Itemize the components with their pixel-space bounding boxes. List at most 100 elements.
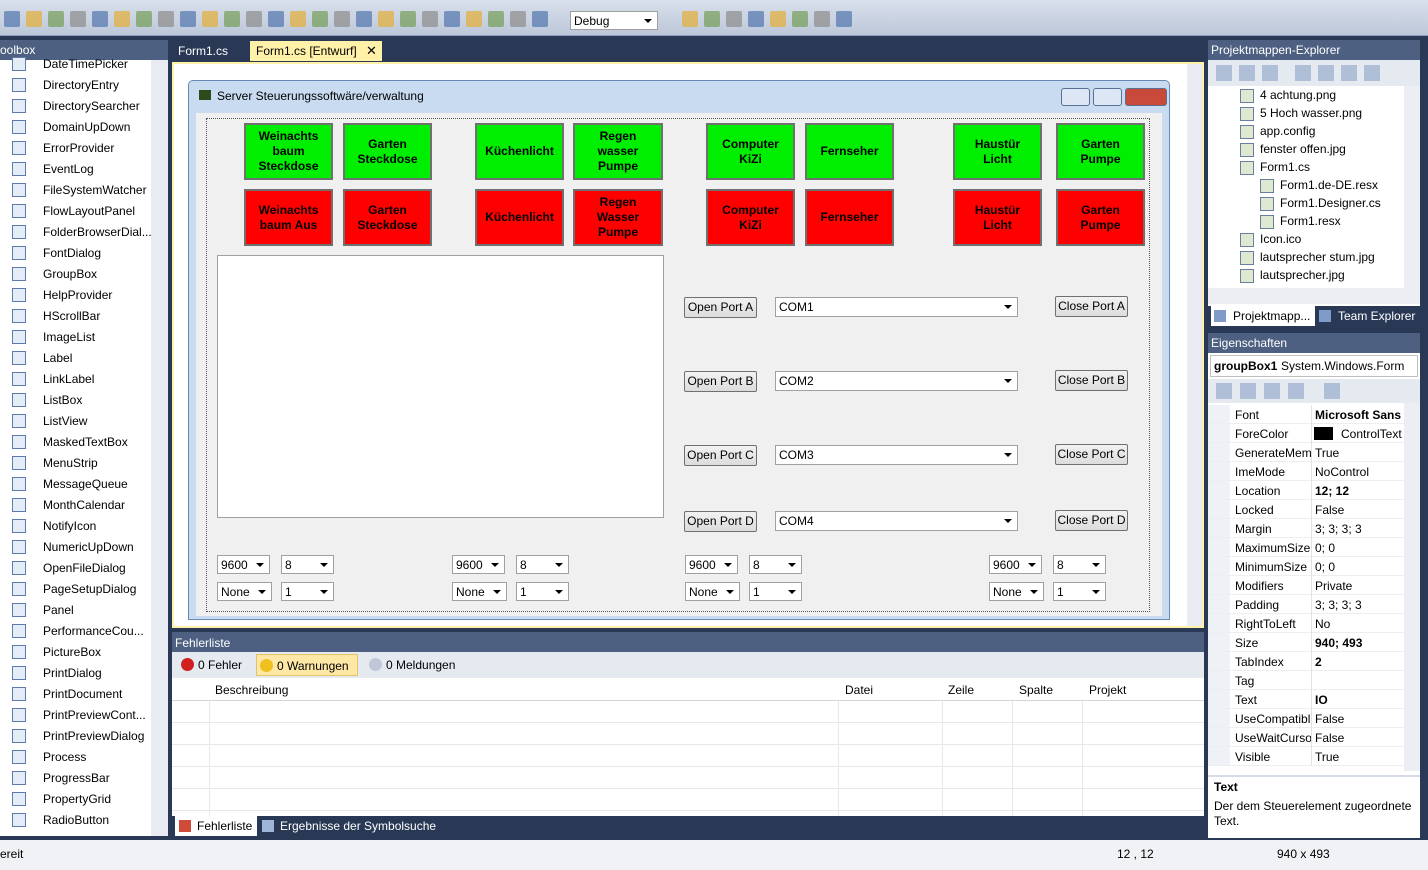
toolbar-button[interactable] <box>726 11 742 27</box>
column-header[interactable]: Datei <box>845 683 874 697</box>
toolbar-button[interactable] <box>312 11 328 27</box>
property-value[interactable]: Private <box>1315 579 1353 593</box>
object-selector[interactable]: groupBox1 System.Windows.Form <box>1210 355 1418 377</box>
toolbox-item[interactable]: LinkLabel <box>43 372 95 386</box>
com-combo[interactable]: COM2 <box>775 371 1018 391</box>
close-port-button[interactable]: Close Port A <box>1055 296 1128 317</box>
toolbox-item[interactable]: FolderBrowserDial... <box>43 225 152 239</box>
property-name[interactable]: Visible <box>1235 750 1271 764</box>
property-value[interactable]: 940; 493 <box>1315 636 1363 650</box>
toolbox-item[interactable]: MaskedTextBox <box>43 435 128 449</box>
toolbox-item[interactable]: DateTimePicker <box>43 57 128 71</box>
com-combo[interactable]: COM4 <box>775 511 1018 531</box>
property-name[interactable]: MinimumSize <box>1235 560 1308 574</box>
column-header[interactable]: Zeile <box>948 683 975 697</box>
property-name[interactable]: Size <box>1235 636 1259 650</box>
open-port-button[interactable]: Open Port B <box>684 371 757 392</box>
toolbar-button[interactable] <box>704 11 720 27</box>
property-name[interactable]: Text <box>1235 693 1258 707</box>
baud-combo[interactable]: 9600 <box>989 555 1042 574</box>
panel-tab[interactable]: Projektmapp... <box>1211 306 1315 326</box>
baud-combo[interactable]: 9600 <box>217 555 270 574</box>
toolbox-item[interactable]: MessageQueue <box>43 477 128 491</box>
toolbar-button[interactable] <box>1239 65 1255 81</box>
toolbar-button[interactable] <box>1262 65 1278 81</box>
panel-tab[interactable]: Ergebnisse der Symbolsuche <box>258 816 436 836</box>
toggle-button[interactable]: Küchenlicht <box>475 189 564 246</box>
property-name[interactable]: UseWaitCurso <box>1235 731 1312 745</box>
bits-combo[interactable]: 8 <box>1053 555 1106 574</box>
toolbar-button[interactable] <box>1288 383 1304 399</box>
toolbox-item[interactable]: HelpProvider <box>43 288 113 302</box>
parity-combo[interactable]: None <box>989 582 1044 601</box>
file-item[interactable]: Form1.resx <box>1280 214 1341 228</box>
property-name[interactable]: Margin <box>1235 522 1272 536</box>
property-name[interactable]: RightToLeft <box>1235 617 1296 631</box>
config-combo[interactable]: Debug <box>570 11 658 30</box>
toolbox-item[interactable]: PictureBox <box>43 645 102 659</box>
stop-combo[interactable]: 1 <box>516 582 569 601</box>
toolbox-item[interactable]: NotifyIcon <box>43 519 97 533</box>
toolbar-button[interactable] <box>26 11 42 27</box>
window-close-button[interactable] <box>1125 88 1167 106</box>
stop-combo[interactable]: 1 <box>281 582 334 601</box>
toolbox-item[interactable]: DirectorySearcher <box>43 99 140 113</box>
toolbox-item[interactable]: ImageList <box>43 330 96 344</box>
com-combo[interactable]: COM1 <box>775 297 1018 317</box>
toggle-button[interactable]: Computer KiZi <box>706 123 795 180</box>
toolbox-item[interactable]: EventLog <box>43 162 94 176</box>
property-name[interactable]: UseCompatibl <box>1235 712 1311 726</box>
toolbar-button[interactable] <box>1318 65 1334 81</box>
window-max-button[interactable] <box>1093 88 1122 106</box>
toolbar-button[interactable] <box>792 11 808 27</box>
bits-combo[interactable]: 8 <box>749 555 802 574</box>
column-header[interactable]: Projekt <box>1089 683 1127 697</box>
property-value[interactable]: False <box>1315 503 1345 517</box>
property-value[interactable]: 0; 0 <box>1315 560 1336 574</box>
property-name[interactable]: Tag <box>1235 674 1255 688</box>
property-value[interactable]: 12; 12 <box>1315 484 1350 498</box>
toggle-button[interactable]: Garten Pumpe <box>1056 189 1145 246</box>
toggle-button[interactable]: Haustür Licht <box>953 123 1042 180</box>
property-value[interactable]: Microsoft Sans S <box>1315 408 1413 422</box>
property-name[interactable]: Locked <box>1235 503 1274 517</box>
toolbar-button[interactable] <box>1364 65 1380 81</box>
toolbox-item[interactable]: Process <box>43 750 87 764</box>
toolbox-item[interactable]: RadioButton <box>43 813 110 827</box>
file-item[interactable]: app.config <box>1260 124 1316 138</box>
property-value[interactable]: 2 <box>1315 655 1322 669</box>
property-value[interactable]: IO <box>1315 693 1328 707</box>
toolbox-item[interactable]: FlowLayoutPanel <box>43 204 136 218</box>
file-item[interactable]: fenster offen.jpg <box>1260 142 1346 156</box>
toolbox-item[interactable]: DomainUpDown <box>43 120 131 134</box>
toolbar-button[interactable] <box>224 11 240 27</box>
panel-tab[interactable]: Fehlerliste <box>175 816 257 836</box>
toolbox-item[interactable]: MenuStrip <box>43 456 98 470</box>
toolbar-button[interactable] <box>814 11 830 27</box>
property-value[interactable]: 3; 3; 3; 3 <box>1315 522 1362 536</box>
file-item[interactable]: lautsprecher stum.jpg <box>1260 250 1375 264</box>
toolbox-item[interactable]: PrintDialog <box>43 666 102 680</box>
toolbar-button[interactable] <box>334 11 350 27</box>
toolbar-button[interactable] <box>532 11 548 27</box>
toolbar-button[interactable] <box>378 11 394 27</box>
toggle-button[interactable]: Garten Steckdose <box>343 189 432 246</box>
filter-button[interactable]: 0 Meldungen <box>366 654 466 676</box>
column-header[interactable]: Spalte <box>1019 683 1054 697</box>
toolbox-item[interactable]: HScrollBar <box>43 309 101 323</box>
toolbox-item[interactable]: Label <box>43 351 73 365</box>
open-port-button[interactable]: Open Port A <box>684 297 757 318</box>
toolbox-item[interactable]: PrintPreviewCont... <box>43 708 146 722</box>
toolbar-button[interactable] <box>400 11 416 27</box>
open-port-button[interactable]: Open Port D <box>684 511 757 532</box>
toolbox-item[interactable]: FileSystemWatcher <box>43 183 147 197</box>
toolbar-button[interactable] <box>770 11 786 27</box>
property-name[interactable]: ImeMode <box>1235 465 1286 479</box>
file-item[interactable]: Icon.ico <box>1260 232 1302 246</box>
toolbox-item[interactable]: PerformanceCou... <box>43 624 144 638</box>
toggle-button[interactable]: Weinachts baum Steckdose <box>244 123 333 180</box>
toolbar-button[interactable] <box>114 11 130 27</box>
document-tab[interactable]: Form1.cs [Entwurf] ✕ <box>250 41 382 61</box>
property-name[interactable]: ForeColor <box>1235 427 1289 441</box>
property-value[interactable]: NoControl <box>1315 465 1370 479</box>
